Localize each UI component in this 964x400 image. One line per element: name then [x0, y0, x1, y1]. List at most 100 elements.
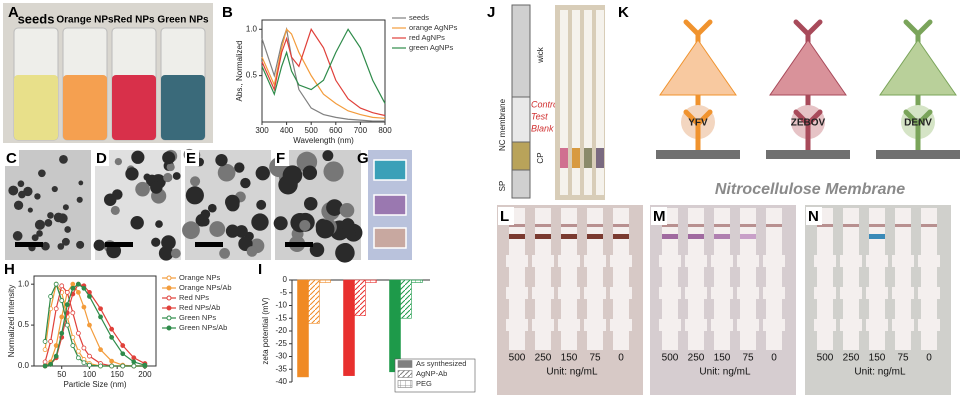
panel-letter: C — [6, 150, 17, 167]
bar — [297, 279, 309, 378]
panel-letter: G — [357, 150, 369, 167]
gel-spot — [373, 159, 407, 181]
marker — [81, 285, 87, 291]
marker — [81, 360, 87, 366]
y-tick-label: 0 — [283, 275, 288, 284]
marker — [64, 289, 70, 295]
control-band — [843, 224, 859, 227]
nanoparticle — [64, 226, 71, 233]
nanoparticle — [155, 220, 163, 228]
nanoparticle — [78, 180, 84, 186]
concentration-label: 150 — [714, 353, 731, 364]
capture-antibody — [793, 109, 823, 155]
marker — [48, 294, 54, 299]
antibody-triangle — [659, 39, 737, 96]
nanoparticle — [309, 242, 325, 257]
nanoparticle — [44, 219, 53, 227]
strip-pad — [560, 148, 568, 168]
test-strip — [814, 208, 836, 350]
bar — [389, 279, 401, 373]
nanoparticle — [235, 225, 248, 238]
marker — [87, 353, 92, 359]
nanoparticle — [18, 190, 26, 199]
y-tick-label: -10 — [275, 301, 287, 310]
unit-label: Unit: ng/mL — [854, 367, 906, 378]
x-tick-label: 150 — [111, 370, 125, 379]
marker — [42, 359, 48, 365]
control-band — [714, 224, 730, 227]
panel-letter: J — [487, 4, 495, 21]
marker — [42, 363, 48, 369]
legend-swatch — [397, 380, 413, 388]
gel-spot — [373, 227, 407, 249]
y-tick-label: 1.0 — [246, 24, 258, 33]
nanoparticle — [185, 186, 204, 205]
antigen-label: YFV — [688, 118, 708, 129]
marker — [98, 314, 103, 320]
nanoparticle — [322, 150, 334, 162]
test-strip — [659, 208, 681, 350]
vial-label: Green NPs — [157, 15, 209, 26]
strip — [560, 10, 568, 195]
test-band — [561, 234, 577, 239]
plot-frame — [33, 275, 157, 367]
nanoparticle — [163, 172, 173, 183]
marker — [81, 345, 87, 351]
vials — [13, 27, 206, 141]
membrane-base — [656, 150, 740, 159]
photo-strips — [560, 10, 604, 195]
test-strip — [506, 208, 528, 350]
marker — [120, 343, 126, 348]
strip-sp — [511, 169, 531, 199]
nanoparticle — [200, 209, 211, 220]
concentration-label: 75 — [897, 353, 909, 364]
nanoparticle — [12, 231, 23, 241]
marker — [98, 306, 103, 312]
x-tick-label: 400 — [280, 126, 294, 135]
vial-label: Orange NPs — [56, 15, 114, 26]
legend-marker — [166, 285, 172, 291]
strip-text: Control — [531, 99, 561, 109]
legend-label: red AgNPs — [409, 33, 445, 42]
marker — [87, 294, 92, 299]
nanoparticle — [34, 193, 41, 200]
letter-bg — [275, 150, 289, 166]
nanoparticle — [282, 165, 303, 186]
concentration-label: 500 — [817, 353, 834, 364]
marker — [70, 343, 76, 348]
series-line — [261, 26, 385, 122]
legend-label: seeds — [409, 13, 429, 22]
nanoparticle — [225, 224, 240, 238]
control-band — [895, 224, 911, 227]
test-band — [662, 234, 678, 239]
panel-letter: H — [4, 261, 15, 278]
test-strip — [763, 208, 785, 350]
capture-antibody — [683, 109, 713, 155]
marker — [42, 347, 48, 353]
bar — [343, 279, 355, 376]
marker — [59, 283, 65, 289]
marker — [59, 330, 65, 336]
test-band — [613, 234, 629, 239]
nanoparticle — [76, 240, 85, 249]
legend-label: Green NPs/Ab — [179, 323, 227, 332]
marker — [98, 363, 103, 369]
letter-bg — [5, 150, 19, 166]
nanoparticle — [302, 165, 318, 180]
membrane-base — [766, 150, 850, 159]
test-strip — [737, 208, 759, 350]
y-tick-label: 1.0 — [18, 279, 30, 288]
test-strip — [892, 208, 914, 350]
marker — [53, 353, 59, 359]
test-strip — [711, 208, 733, 350]
control-band — [921, 224, 937, 227]
nanoparticle — [13, 200, 24, 210]
legend-marker — [166, 305, 172, 311]
test-band — [869, 234, 885, 239]
x-axis-label: Particle Size (nm) — [63, 380, 126, 389]
y-tick-label: 0.0 — [18, 361, 30, 370]
test-band — [688, 234, 704, 239]
nanoparticle — [339, 203, 355, 218]
nanoparticle — [114, 157, 123, 166]
